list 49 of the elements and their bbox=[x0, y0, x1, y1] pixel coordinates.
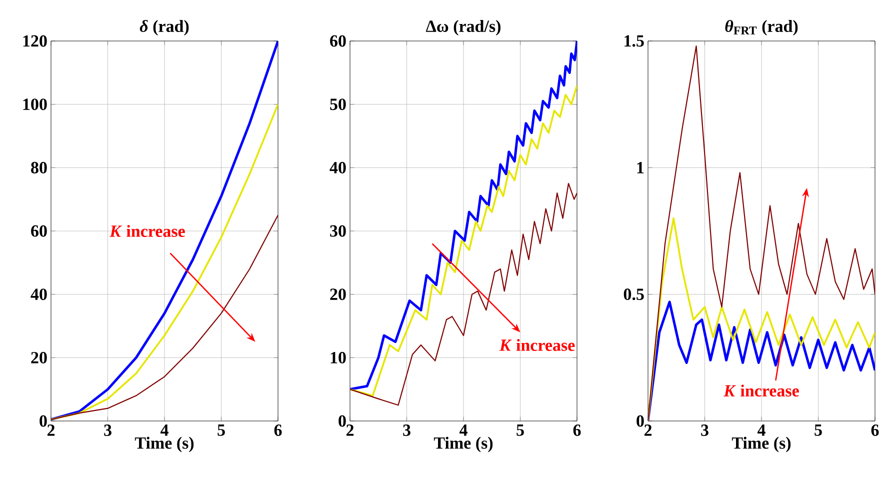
y-tick-label: 0.5 bbox=[624, 288, 644, 300]
y-tick-label: 20 bbox=[31, 352, 47, 364]
x-tick-label: 5 bbox=[218, 424, 225, 436]
y-tick-label: 0 bbox=[338, 415, 346, 427]
x-tick-label: 4 bbox=[459, 424, 468, 436]
y-tick-label: 60 bbox=[31, 225, 47, 237]
y-tick-label: 40 bbox=[30, 288, 47, 300]
y-tick-label: 1 bbox=[637, 162, 644, 174]
y-tick-label: 0 bbox=[636, 415, 644, 427]
chart-title: Δω (rad/s) bbox=[426, 20, 500, 36]
y-tick-label: 0 bbox=[40, 415, 47, 427]
y-tick-label: 80 bbox=[31, 162, 47, 174]
x-tick-label: 2 bbox=[644, 424, 652, 436]
x-tick-label: 5 bbox=[516, 424, 524, 436]
x-tick-label: 3 bbox=[701, 424, 708, 436]
x-tick-label: 6 bbox=[573, 424, 581, 436]
x-tick-label: 5 bbox=[814, 424, 822, 436]
x-axis-title: Time (s) bbox=[434, 436, 493, 452]
line-series bbox=[51, 214, 278, 420]
x-tick-label: 2 bbox=[47, 424, 55, 436]
y-tick-label: 50 bbox=[330, 98, 346, 110]
y-tick-label: 1.5 bbox=[624, 35, 644, 47]
y-tick-label: 30 bbox=[330, 225, 346, 237]
line-series bbox=[51, 40, 278, 421]
line-series bbox=[648, 46, 875, 421]
x-tick-label: 4 bbox=[757, 424, 766, 436]
chart-title: θ$_{FRT}$ (rad) bbox=[725, 20, 798, 36]
x-tick-label: 3 bbox=[403, 424, 410, 436]
y-tick-label: 10 bbox=[330, 352, 346, 364]
y-tick-label: 60 bbox=[330, 35, 346, 47]
annotation: K increase bbox=[724, 384, 799, 397]
x-tick-label: 3 bbox=[104, 424, 112, 436]
x-tick-label: 6 bbox=[871, 424, 879, 436]
x-tick-label: 4 bbox=[160, 424, 168, 436]
x-axis-title: Time (s) bbox=[134, 436, 194, 452]
y-tick-label: 20 bbox=[330, 288, 346, 300]
x-tick-label: 2 bbox=[346, 424, 354, 436]
annotation: K increase bbox=[110, 225, 185, 237]
y-tick-label: 40 bbox=[330, 162, 346, 174]
y-tick-label: 100 bbox=[23, 98, 47, 110]
line-series bbox=[648, 300, 875, 421]
chart-title: δ (rad) bbox=[140, 20, 189, 36]
line-series bbox=[350, 182, 577, 406]
annotation: K increase bbox=[499, 339, 575, 351]
x-axis-title: Time (s) bbox=[732, 436, 791, 452]
line-series bbox=[648, 217, 875, 421]
x-tick-label: 6 bbox=[274, 424, 282, 436]
y-tick-label: 120 bbox=[23, 35, 47, 47]
line-series bbox=[51, 103, 278, 420]
